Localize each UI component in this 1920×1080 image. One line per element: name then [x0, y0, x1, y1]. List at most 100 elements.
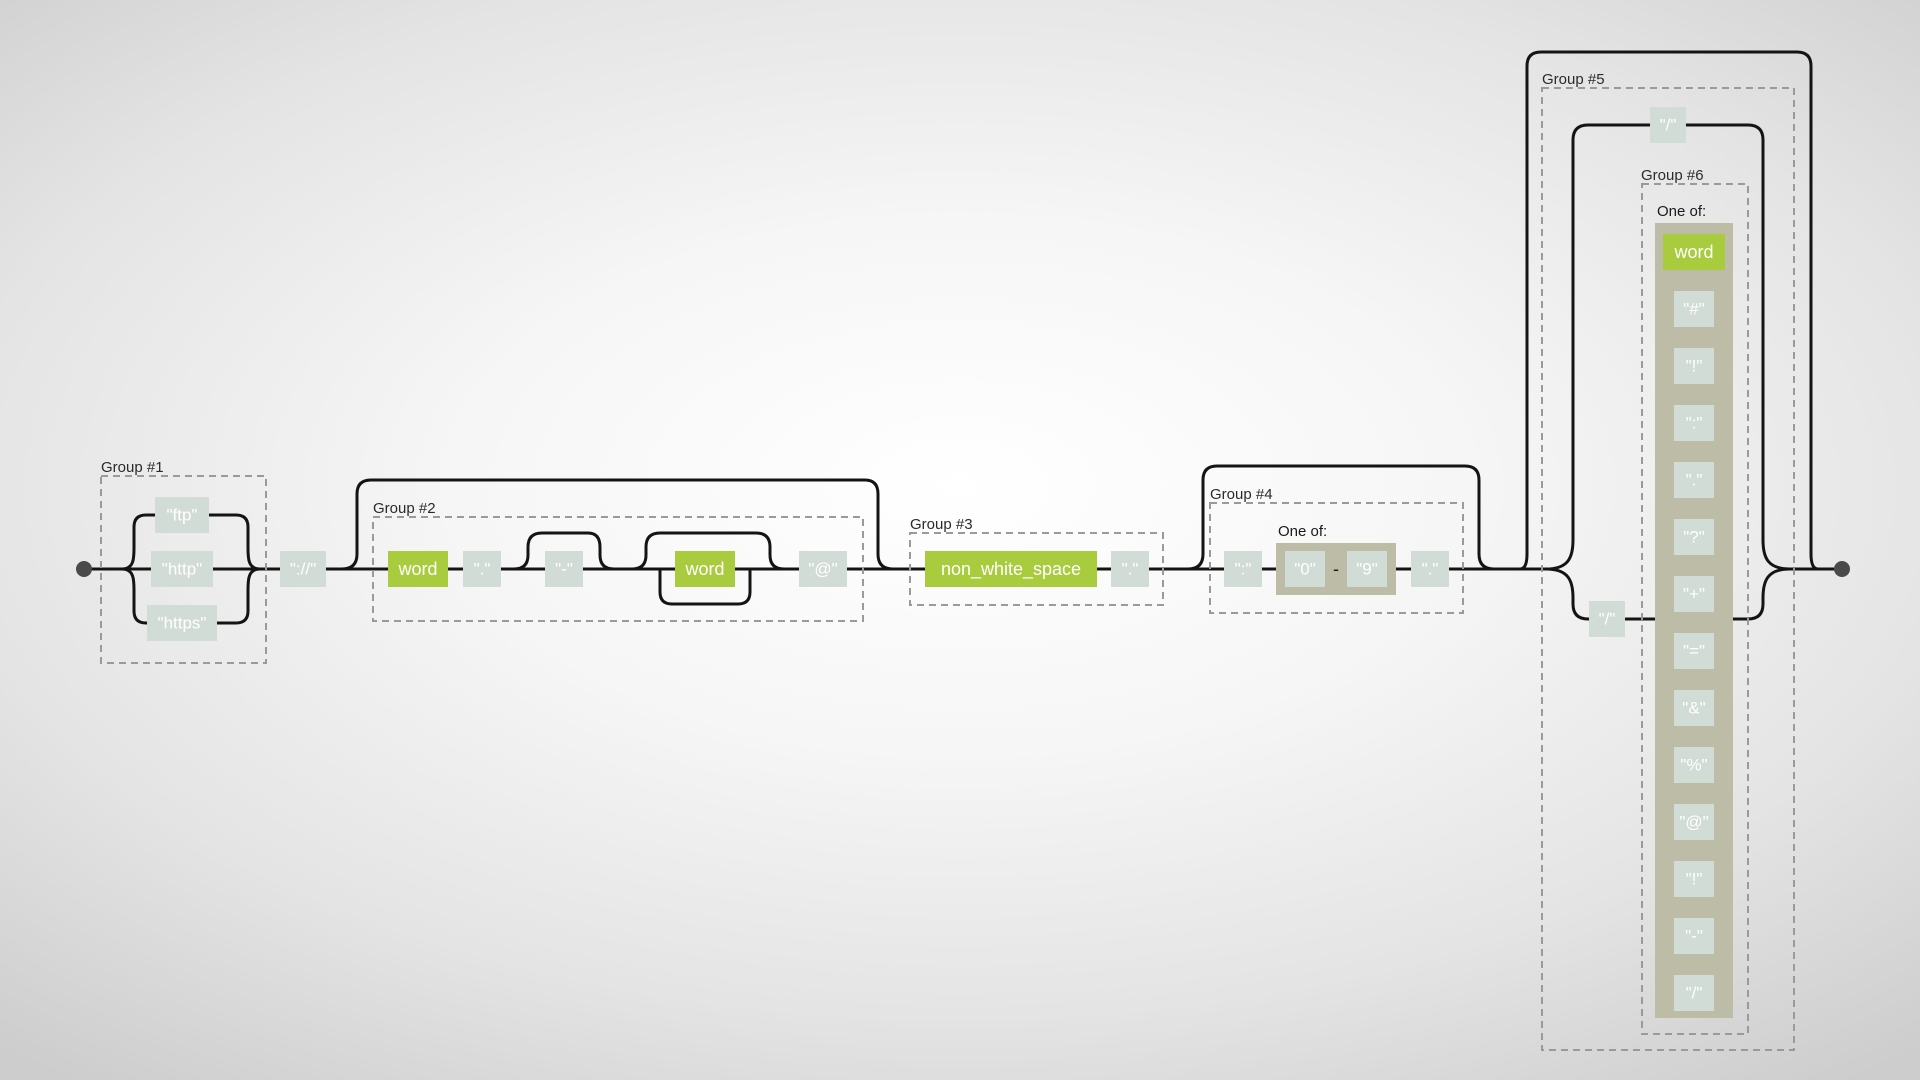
group-6-item: "-" [1674, 918, 1714, 954]
group-6-item: ":" [1674, 405, 1714, 441]
group-6-item-label: word [1673, 242, 1713, 262]
group-6-item-box [1674, 918, 1714, 954]
group-6-item-label: "@" [1679, 813, 1708, 832]
group-6-item: "!" [1674, 861, 1714, 897]
node-word-1-label: word [397, 559, 437, 579]
wire-g4-bypass [1186, 464, 1496, 571]
group-6-item: "=" [1674, 633, 1714, 669]
group-6-item: "." [1674, 462, 1714, 498]
group-6-item-box [1674, 975, 1714, 1011]
group-6-item-box [1674, 690, 1714, 726]
group-6-item-box [1674, 861, 1714, 897]
node-digit-from-label: "0" [1294, 560, 1316, 579]
group-6-item-label: "%" [1680, 756, 1707, 775]
group-6-item: "!" [1674, 348, 1714, 384]
group-6-item: "+" [1674, 576, 1714, 612]
node-non-white-space: non_white_space [925, 551, 1097, 587]
group-6-item-box [1674, 348, 1714, 384]
wire-g2-word2-skip [630, 531, 786, 571]
node-word-2: word [675, 551, 735, 587]
digit-range-set: "0" - "9" [1276, 543, 1396, 595]
group-6-item-box [1674, 576, 1714, 612]
group-6-item-box [1674, 804, 1714, 840]
node-slash-bottom: "/" [1589, 601, 1625, 637]
group-6-item-box [1674, 405, 1714, 441]
group-6-item: "#" [1674, 291, 1714, 327]
node-scheme-separator: "://" [280, 551, 326, 587]
group-boxes: Group #1 Group #2 Group #3 Group #4 Grou… [100, 71, 1795, 1051]
group-2-label: Group #2 [373, 500, 436, 517]
node-digit-from: "0" [1285, 551, 1325, 587]
group-6-item: word [1663, 234, 1725, 270]
node-dot-3: "." [1411, 551, 1449, 587]
node-https-label: "https" [158, 614, 207, 633]
group-6-item-box [1674, 291, 1714, 327]
group-4-box [1209, 502, 1464, 614]
node-dot-2-label: "." [1122, 560, 1139, 579]
group-6-label: Group #6 [1641, 167, 1704, 184]
node-word-1: word [388, 551, 448, 587]
group-4-one-of-label: One of: [1278, 523, 1327, 540]
node-http-label: "http" [162, 560, 202, 579]
group-6-item-box [1674, 633, 1714, 669]
group-3-box [909, 532, 1164, 606]
group-5-box [1541, 87, 1795, 1051]
wire-g2-opt-dash [512, 531, 616, 571]
group-6-item-label: "?" [1683, 528, 1705, 547]
range-dash: - [1333, 559, 1339, 579]
start-point [76, 561, 92, 577]
wires [82, 50, 1844, 625]
group-6-item-label: "&" [1682, 699, 1705, 718]
group-1-label: Group #1 [101, 459, 164, 476]
group-3-label: Group #3 [910, 516, 973, 533]
group-6-item: "@" [1674, 804, 1714, 840]
node-https: "https" [147, 605, 217, 641]
group-6-item-label: "!" [1686, 870, 1703, 889]
group-6-item-box [1674, 462, 1714, 498]
node-word-2-label: word [684, 559, 724, 579]
group-1-box [100, 475, 267, 664]
node-at-label: "@" [808, 560, 837, 579]
node-colon: ":" [1224, 551, 1262, 587]
group-6-item: "&" [1674, 690, 1714, 726]
group-5-label: Group #5 [1542, 71, 1605, 88]
group-6-item-label: "-" [1685, 927, 1703, 946]
group-4-label: Group #4 [1210, 486, 1273, 503]
node-digit-to-label: "9" [1356, 560, 1378, 579]
node-dot-2: "." [1111, 551, 1149, 587]
node-slash-top-label: "/" [1660, 116, 1677, 135]
group-6-item: "?" [1674, 519, 1714, 555]
node-slash-top: "/" [1650, 107, 1686, 143]
group-6-item-box [1663, 234, 1725, 270]
group-6-item-label: "#" [1683, 300, 1705, 319]
wire-g2-word2-repeat [658, 567, 752, 606]
wire-g2-bypass [340, 478, 895, 571]
group-6-item-label: "/" [1686, 984, 1703, 1003]
node-slash-bottom-label: "/" [1599, 610, 1616, 629]
group-6-item-label: ":" [1686, 414, 1703, 433]
node-dot-1: "." [463, 551, 501, 587]
node-digit-to: "9" [1347, 551, 1387, 587]
node-ftp: "ftp" [155, 497, 209, 533]
group-6-item-label: "=" [1683, 642, 1705, 661]
group-6-item-label: "+" [1683, 585, 1705, 604]
group-6-item-label: "." [1686, 471, 1703, 490]
node-dot-3-label: "." [1422, 560, 1439, 579]
wire-g5-bypass [1518, 50, 1820, 571]
node-dash-1-label: "-" [555, 560, 573, 579]
group-6-box [1641, 183, 1749, 1035]
node-colon-label: ":" [1235, 560, 1252, 579]
node-dash-1: "-" [545, 551, 583, 587]
group-6-items: word "#" "!" ":" "." "?" "+" "=" "&" "%" "@" "!" "-"… [1663, 234, 1725, 1011]
group-6-one-of-label: One of: [1657, 203, 1706, 220]
node-scheme-separator-label: "://" [290, 560, 316, 579]
node-dot-1-label: "." [474, 560, 491, 579]
group-6-set-background [1655, 223, 1733, 1018]
node-http: "http" [151, 551, 213, 587]
node-at: "@" [799, 551, 847, 587]
node-non-white-space-label: non_white_space [941, 559, 1081, 580]
group-6-item: "%" [1674, 747, 1714, 783]
group-6-item-box [1674, 747, 1714, 783]
group-6-item: "/" [1674, 975, 1714, 1011]
